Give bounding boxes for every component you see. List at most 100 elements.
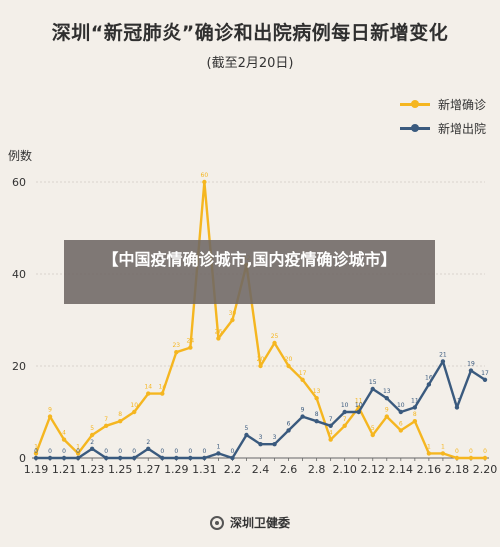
data-point-discharged — [47, 455, 53, 461]
legend-swatch-confirmed — [399, 100, 430, 108]
data-point-confirmed — [384, 414, 389, 419]
data-point-discharged — [286, 428, 291, 433]
footer: 深圳卫健委 — [0, 514, 500, 531]
data-label-discharged: 5 — [245, 425, 249, 432]
x-tick-label: 2.20 — [473, 463, 498, 476]
chart-subtitle: (截至2月20日) — [206, 56, 294, 71]
data-label-confirmed: 30 — [229, 310, 237, 317]
data-label-confirmed: 8 — [118, 411, 122, 418]
footer-source: 深圳卫健委 — [229, 516, 290, 530]
data-point-confirmed — [286, 363, 291, 369]
data-label-discharged: 0 — [231, 448, 235, 455]
data-label-discharged: 0 — [174, 448, 178, 455]
data-label-discharged: 9 — [301, 407, 305, 414]
x-tick-label: 1.25 — [108, 463, 133, 476]
data-point-confirmed — [216, 336, 221, 341]
data-label-confirmed: 23 — [172, 342, 180, 349]
data-point-confirmed — [412, 419, 418, 424]
x-tick-label: 1.21 — [52, 463, 77, 476]
data-label-confirmed: 1 — [76, 443, 80, 450]
data-point-discharged — [160, 455, 165, 461]
data-label-discharged: 11 — [453, 397, 461, 404]
data-label-confirmed: 0 — [483, 448, 487, 455]
data-point-discharged — [230, 455, 235, 461]
data-point-discharged — [440, 359, 446, 364]
data-label-confirmed: 5 — [90, 425, 94, 432]
data-point-discharged — [132, 455, 137, 461]
data-label-discharged: 6 — [287, 420, 291, 427]
data-point-discharged — [482, 377, 488, 382]
data-label-confirmed: 4 — [329, 430, 333, 437]
y-tick-label: 20 — [12, 360, 26, 373]
data-point-confirmed — [300, 377, 305, 382]
data-label-confirmed: 25 — [271, 333, 279, 340]
data-point-discharged — [328, 423, 333, 428]
data-point-discharged — [202, 455, 207, 461]
x-tick-label: 2.4 — [252, 463, 270, 476]
data-label-confirmed: 7 — [343, 416, 347, 423]
data-label-confirmed: 6 — [399, 420, 403, 427]
data-label-discharged: 0 — [160, 448, 164, 455]
data-point-discharged — [61, 455, 67, 461]
data-label-discharged: 16 — [425, 374, 433, 381]
x-tick-label: 1.29 — [164, 463, 189, 476]
y-axis-label: 例数 — [8, 149, 33, 163]
data-point-confirmed — [33, 451, 39, 456]
data-point-confirmed — [75, 451, 81, 456]
data-label-confirmed: 26 — [215, 328, 223, 335]
data-label-discharged: 21 — [439, 351, 447, 358]
data-label-discharged: 10 — [397, 402, 405, 409]
data-label-confirmed: 9 — [385, 407, 389, 414]
data-label-discharged: 0 — [34, 448, 38, 455]
data-label-confirmed: 0 — [455, 448, 459, 455]
data-point-discharged — [342, 409, 347, 415]
x-tick-label: 1.27 — [136, 463, 161, 476]
data-point-confirmed — [47, 414, 53, 419]
data-label-discharged: 19 — [467, 361, 475, 368]
data-label-confirmed: 20 — [257, 356, 265, 363]
data-label-confirmed: 14 — [158, 384, 166, 391]
data-point-discharged — [370, 386, 375, 392]
data-label-confirmed: 14 — [144, 384, 152, 391]
data-point-discharged — [356, 409, 361, 415]
data-point-confirmed — [440, 451, 446, 456]
data-label-confirmed: 11 — [355, 397, 363, 404]
legend-item-discharged: 新增出院 — [399, 116, 486, 140]
data-point-confirmed — [202, 179, 207, 185]
data-label-confirmed: 0 — [469, 448, 473, 455]
x-tick-label: 2.14 — [389, 463, 414, 476]
data-label-discharged: 0 — [48, 448, 52, 455]
data-point-discharged — [216, 451, 221, 456]
data-point-confirmed — [103, 423, 109, 428]
data-point-confirmed — [174, 350, 179, 355]
x-tick-label: 1.19 — [24, 463, 49, 476]
data-point-confirmed — [188, 345, 193, 350]
data-point-discharged — [384, 396, 389, 401]
data-point-confirmed — [398, 428, 404, 433]
data-label-discharged: 2 — [90, 439, 94, 446]
x-tick-label: 2.6 — [280, 463, 298, 476]
data-label-discharged: 11 — [411, 397, 419, 404]
data-point-discharged — [244, 432, 249, 438]
data-point-confirmed — [454, 455, 460, 461]
data-point-confirmed — [160, 391, 165, 396]
data-label-confirmed: 9 — [48, 407, 52, 414]
data-label-discharged: 0 — [202, 448, 206, 455]
data-point-discharged — [398, 409, 404, 415]
data-point-discharged — [146, 446, 151, 451]
data-label-discharged: 8 — [315, 411, 319, 418]
x-tick-label: 1.23 — [80, 463, 105, 476]
overlay-banner: 【中国疫情确诊城市,国内疫情确诊城市】 — [64, 240, 435, 304]
data-point-confirmed — [61, 437, 67, 442]
y-tick-label: 40 — [12, 268, 26, 281]
data-label-discharged: 0 — [118, 448, 122, 455]
data-point-confirmed — [482, 455, 488, 461]
x-tick-label: 2.10 — [332, 463, 357, 476]
data-label-discharged: 17 — [481, 370, 489, 377]
data-point-discharged — [89, 446, 95, 451]
data-label-confirmed: 1 — [34, 443, 38, 450]
legend: 新增确诊 新增出院 — [399, 92, 486, 140]
data-label-confirmed: 8 — [413, 411, 417, 418]
data-point-discharged — [103, 455, 109, 461]
